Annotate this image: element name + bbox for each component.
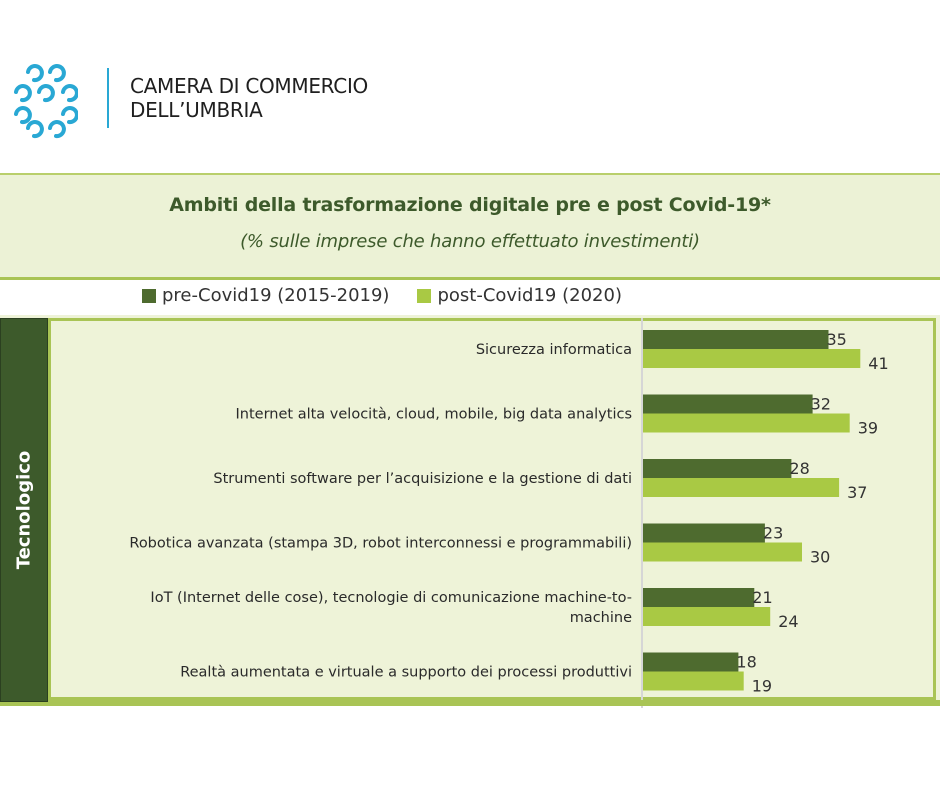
- value-label-post: 30: [810, 548, 830, 567]
- legend-swatch-pre: [142, 288, 156, 303]
- category-label: Realtà aumentata e virtuale a supporto d…: [180, 665, 632, 681]
- value-label-pre: 23: [763, 524, 783, 543]
- bar-post-covid: [643, 671, 744, 691]
- chart-title: Ambiti della trasformazione digitale pre…: [169, 194, 771, 216]
- value-label-post: 37: [847, 483, 867, 502]
- bar-post-covid: [643, 607, 771, 626]
- bar-pre-covid: [643, 588, 755, 607]
- value-label-pre: 18: [736, 653, 756, 672]
- title-banner: [0, 173, 940, 280]
- legend-item-pre: pre-Covid19 (2015-2019): [142, 285, 389, 306]
- value-label-post: 39: [858, 419, 878, 438]
- chamber-of-commerce-logo-icon: [14, 64, 78, 139]
- legend-swatch-post: [417, 288, 432, 303]
- bar-pre-covid: [643, 394, 813, 414]
- group-sidebar: [0, 318, 48, 702]
- bar-post-covid: [643, 413, 850, 433]
- bar-pre-covid: [643, 330, 829, 349]
- bar-pre-covid: [643, 652, 739, 672]
- org-line-1: CAMERA DI COMMERCIO: [130, 74, 368, 98]
- chart-panel: [0, 315, 940, 705]
- bar-pre-covid: [643, 523, 765, 543]
- legend-label-pre: pre-Covid19 (2015-2019): [162, 285, 390, 306]
- value-label-pre: 35: [827, 330, 847, 349]
- value-label-post: 41: [868, 354, 888, 373]
- legend-label-post: post-Covid19 (2020): [437, 285, 622, 306]
- bar-post-covid: [643, 478, 840, 497]
- category-label: machine: [570, 610, 632, 626]
- category-label: Robotica avanzata (stampa 3D, robot inte…: [129, 536, 632, 552]
- organization-name: CAMERA DI COMMERCIO DELL’UMBRIA: [130, 74, 368, 122]
- category-label: IoT (Internet delle cose), tecnologie di…: [150, 590, 632, 606]
- category-label: Internet alta velocità, cloud, mobile, b…: [236, 407, 632, 423]
- chart-subtitle: (% sulle imprese che hanno effettuato in…: [240, 231, 700, 252]
- bar-pre-covid: [643, 459, 792, 478]
- category-label: Strumenti software per l’acquisizione e …: [213, 471, 632, 487]
- category-label: Sicurezza informatica: [476, 342, 632, 358]
- value-label-pre: 28: [789, 459, 809, 478]
- bar-post-covid: [643, 349, 861, 368]
- org-line-2: DELL’UMBRIA: [130, 98, 263, 122]
- value-label-post: 19: [752, 677, 772, 696]
- legend-item-post: post-Covid19 (2020): [417, 285, 622, 306]
- chart-axis-line: [641, 318, 643, 708]
- value-label-pre: 21: [752, 588, 772, 607]
- bar-post-covid: [643, 542, 802, 562]
- chart-bottom-bar: [0, 700, 940, 706]
- header-divider: [107, 68, 109, 128]
- value-label-pre: 32: [811, 395, 831, 414]
- chart-panel-border: [48, 318, 936, 700]
- chart-legend: pre-Covid19 (2015-2019) post-Covid19 (20…: [142, 285, 650, 306]
- value-label-post: 24: [778, 612, 798, 631]
